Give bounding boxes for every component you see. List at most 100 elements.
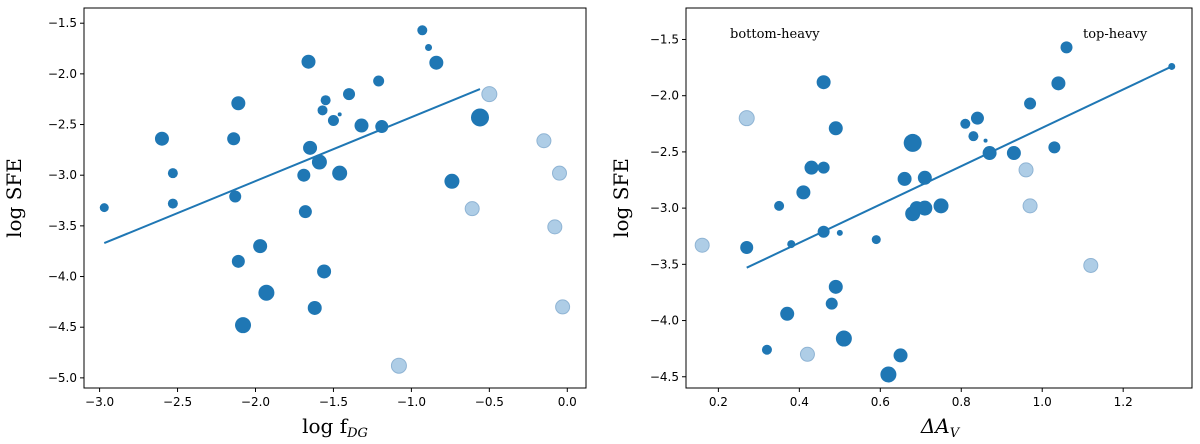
y-tick-label: −2.0	[650, 89, 679, 103]
data-point	[303, 140, 318, 155]
data-point	[836, 229, 843, 236]
y-tick-label: −4.0	[650, 314, 679, 328]
y-tick-label: −2.5	[650, 145, 679, 159]
points-left	[99, 25, 571, 374]
data-point-faded	[551, 165, 567, 181]
data-point	[835, 330, 852, 347]
data-point	[317, 105, 328, 116]
ticks-right: 0.2 0.4 0.6 0.8 1.0 1.2 −1.5 −2.0 −2.5 −3.0 −3.5 −4…	[650, 32, 1133, 409]
data-point	[470, 108, 489, 127]
data-point	[354, 118, 369, 133]
data-point	[761, 344, 772, 355]
y-tick-label: −5.0	[48, 371, 77, 385]
y-tick-label: −4.0	[48, 270, 77, 284]
data-point	[893, 348, 908, 363]
data-point	[373, 75, 385, 87]
data-point	[258, 284, 275, 301]
data-point	[917, 200, 933, 216]
panel-left: −3.0 −2.5 −2.0 −1.5 −1.0 −0.5 0.0 −1.5 −2.0 −2.5 −…	[2, 7, 587, 441]
data-point	[99, 203, 109, 213]
y-tick-label: −3.0	[650, 201, 679, 215]
data-point	[317, 264, 332, 279]
data-point-faded	[464, 201, 480, 217]
x-tick-label: −0.5	[475, 395, 504, 409]
data-point-faded	[481, 86, 498, 103]
data-point	[332, 165, 348, 181]
data-point	[804, 160, 819, 175]
x-tick-label: −1.0	[397, 395, 426, 409]
y-axis-label-left: log SFE	[2, 158, 26, 238]
data-point	[425, 44, 433, 52]
data-point	[1168, 62, 1176, 70]
data-point-faded	[1083, 257, 1099, 273]
data-point	[796, 185, 811, 200]
data-point-faded	[536, 133, 552, 149]
data-point	[817, 225, 830, 238]
data-point	[337, 112, 342, 117]
y-tick-label: −1.5	[48, 16, 77, 30]
x-tick-label: −2.5	[163, 395, 192, 409]
data-point	[780, 306, 795, 321]
data-point	[1024, 97, 1037, 110]
data-point	[968, 131, 979, 142]
x-axis-label-left: log fDG	[302, 414, 368, 441]
data-point	[828, 121, 843, 136]
data-point	[231, 96, 246, 111]
data-point	[167, 198, 178, 209]
data-point	[154, 131, 169, 146]
data-point	[231, 254, 245, 268]
plot-frame-left	[83, 7, 587, 389]
data-point	[253, 239, 268, 254]
data-point	[301, 54, 316, 69]
data-point	[229, 190, 242, 203]
y-tick-label: −3.5	[650, 257, 679, 271]
data-point	[235, 317, 252, 334]
fit-line-group-left	[103, 88, 481, 245]
x-tick-label: 1.2	[1114, 395, 1133, 409]
data-point	[917, 170, 932, 185]
annotation-top-heavy: top-heavy	[1083, 27, 1148, 42]
data-point	[982, 146, 997, 161]
x-axis-label-right: ΔAV	[920, 414, 961, 441]
data-point	[1060, 41, 1073, 54]
data-point	[311, 154, 327, 170]
data-point-faded	[1022, 198, 1038, 214]
data-point	[167, 168, 178, 179]
data-point	[327, 114, 339, 126]
data-point	[307, 300, 322, 315]
points-right	[694, 41, 1176, 383]
data-point	[960, 118, 971, 129]
x-tick-label: −2.0	[241, 395, 270, 409]
data-point-faded	[799, 346, 815, 362]
y-tick-label: −2.0	[48, 67, 77, 81]
data-point	[343, 88, 356, 101]
data-point	[417, 25, 428, 36]
data-point	[983, 138, 988, 143]
data-point-faded	[694, 237, 710, 253]
x-tick-label: 0.0	[558, 395, 577, 409]
data-point	[1051, 76, 1066, 91]
data-point	[1006, 146, 1021, 161]
data-point	[970, 111, 984, 125]
x-tick-label: 0.6	[871, 395, 890, 409]
data-point	[817, 161, 830, 174]
data-point	[816, 75, 831, 90]
y-tick-label: −3.0	[48, 168, 77, 182]
data-point	[903, 133, 922, 152]
y-tick-label: −1.5	[650, 32, 679, 46]
y-tick-label: −4.5	[650, 370, 679, 384]
data-point-faded	[547, 219, 563, 235]
x-tick-label: 0.2	[709, 395, 728, 409]
x-tick-label: −3.0	[85, 395, 114, 409]
x-tick-label: 0.8	[952, 395, 971, 409]
data-point	[880, 366, 897, 383]
data-point	[227, 132, 241, 146]
plot-frame-right	[685, 7, 1193, 389]
data-point	[828, 279, 843, 294]
data-point-faded	[738, 110, 755, 127]
data-point-faded	[1018, 162, 1034, 178]
fit-line	[746, 65, 1173, 269]
data-point	[871, 235, 881, 245]
x-tick-label: 1.0	[1033, 395, 1052, 409]
